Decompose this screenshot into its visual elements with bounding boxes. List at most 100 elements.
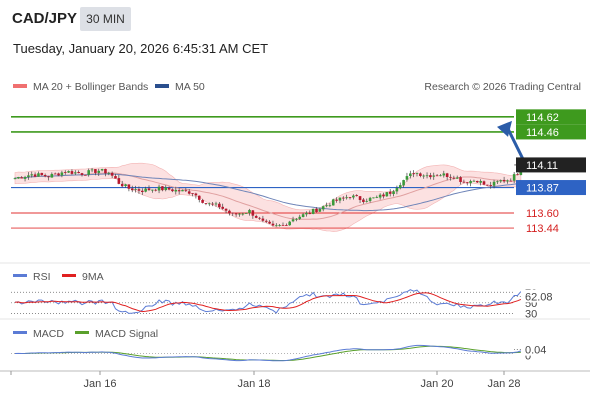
candle-body bbox=[288, 221, 291, 226]
resistance-label-box bbox=[516, 109, 586, 125]
candle-body bbox=[365, 200, 369, 202]
candle-body bbox=[342, 197, 345, 199]
candle-body bbox=[117, 178, 121, 184]
candle-body bbox=[422, 175, 425, 177]
ma20-legend-label: MA 20 + Bollinger Bands bbox=[33, 81, 148, 93]
candle-body bbox=[234, 213, 238, 215]
forecast-arrow-shaft bbox=[506, 128, 527, 164]
candle-body bbox=[452, 177, 456, 179]
support-label: 113.60 bbox=[526, 208, 559, 220]
candle-body bbox=[254, 215, 258, 218]
candle-body bbox=[432, 175, 436, 177]
candle-body bbox=[482, 181, 486, 185]
candle-body bbox=[154, 189, 157, 191]
candle-body bbox=[506, 180, 509, 182]
candle-body bbox=[385, 192, 389, 197]
timeframe-button[interactable]: 30 MIN bbox=[80, 7, 131, 31]
candle-body bbox=[291, 219, 295, 222]
candle-body bbox=[130, 188, 134, 191]
candle-body bbox=[358, 196, 362, 200]
candle-body bbox=[244, 213, 248, 214]
candle-body bbox=[472, 180, 476, 182]
candle-body bbox=[97, 170, 101, 173]
rsi-ma-line bbox=[14, 292, 522, 313]
candle-body bbox=[395, 187, 399, 192]
candle-body bbox=[74, 172, 77, 174]
candle-body bbox=[405, 176, 409, 180]
rsi-ma-legend-label: 9MA bbox=[82, 271, 104, 283]
candle-body bbox=[445, 173, 449, 177]
candle-body bbox=[208, 203, 211, 205]
candle-body bbox=[409, 173, 412, 176]
x-tick-label: Jan 16 bbox=[83, 378, 116, 390]
level-labels: 114.62 114.46 114.11 113.87 113.60 113.44 bbox=[516, 109, 586, 235]
candle-body bbox=[30, 174, 34, 176]
candle-body bbox=[60, 172, 64, 176]
candle-body bbox=[512, 174, 516, 181]
candle-body bbox=[476, 180, 479, 183]
candle-body bbox=[167, 187, 171, 190]
candle-body bbox=[87, 170, 90, 175]
ma50-legend-label: MA 50 bbox=[175, 81, 205, 93]
candle-body bbox=[137, 189, 141, 191]
candle-body bbox=[13, 178, 17, 180]
candle-body bbox=[311, 208, 315, 214]
candle-body bbox=[442, 173, 446, 176]
ma50-line bbox=[14, 173, 521, 212]
candle-body bbox=[285, 225, 288, 226]
resistance-label-box bbox=[516, 124, 586, 140]
candle-body bbox=[449, 176, 452, 178]
forecast-arrow bbox=[497, 120, 527, 164]
resistance-label: 114.62 bbox=[526, 112, 559, 124]
x-tick-label: Jan 18 bbox=[237, 378, 270, 390]
candle-body bbox=[372, 197, 375, 199]
candle-body bbox=[171, 189, 174, 192]
candle-body bbox=[375, 197, 379, 198]
candle-body bbox=[348, 197, 352, 198]
candle-body bbox=[224, 208, 228, 211]
candle-body bbox=[325, 205, 328, 207]
candle-body bbox=[214, 203, 218, 205]
candle-body bbox=[328, 205, 332, 207]
candle-body bbox=[77, 171, 80, 174]
candle-body bbox=[37, 173, 40, 177]
rsi-panel: 70503062.08 bbox=[11, 287, 555, 320]
candle-body bbox=[107, 172, 111, 174]
ma20-line bbox=[14, 172, 522, 220]
candle-body bbox=[388, 191, 392, 194]
candle-body bbox=[275, 225, 278, 227]
candle-body bbox=[362, 199, 365, 203]
candle-body bbox=[127, 184, 131, 189]
resistance-label: 114.46 bbox=[526, 127, 559, 139]
candle-body bbox=[345, 197, 348, 199]
rsi-legend-label: RSI bbox=[33, 271, 51, 283]
last-price-label: 114.11 bbox=[526, 160, 558, 172]
macd-signal-legend-swatch bbox=[75, 331, 89, 334]
candle-body bbox=[301, 214, 305, 218]
candle-body bbox=[90, 169, 94, 171]
candle-body bbox=[147, 188, 151, 191]
candle-body bbox=[516, 174, 519, 176]
candle-body bbox=[141, 190, 144, 193]
candle-body bbox=[191, 193, 194, 195]
candlesticks bbox=[13, 162, 523, 227]
rsi-tick-label: 30 bbox=[525, 308, 537, 320]
candle-body bbox=[264, 220, 268, 222]
candle-body bbox=[429, 175, 432, 178]
candle-body bbox=[151, 189, 154, 191]
candle-body bbox=[201, 199, 204, 203]
candle-body bbox=[204, 203, 208, 204]
candle-body bbox=[187, 191, 191, 194]
candle-body bbox=[67, 171, 70, 173]
candle-body bbox=[184, 190, 188, 192]
rsi-ma-legend-swatch bbox=[62, 274, 76, 277]
candle-body bbox=[144, 188, 147, 192]
candle-body bbox=[50, 173, 54, 178]
candle-body bbox=[157, 186, 161, 191]
candle-body bbox=[489, 185, 492, 186]
candle-body bbox=[228, 210, 231, 214]
candle-body bbox=[114, 176, 117, 179]
candle-body bbox=[161, 186, 164, 191]
candle-body bbox=[415, 173, 419, 174]
candle-body bbox=[94, 169, 97, 173]
